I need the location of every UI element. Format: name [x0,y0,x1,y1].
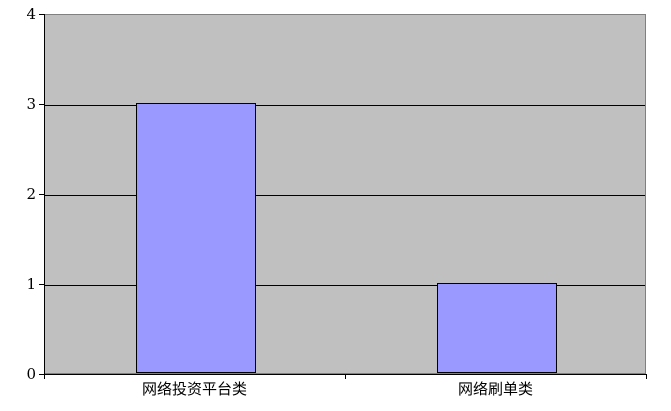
gridline [45,105,645,106]
x-axis-tick [345,374,346,379]
gridline [45,195,645,196]
x-category-label: 网络投资平台类 [141,381,247,398]
gridline [45,285,645,286]
x-axis-tick [44,374,45,379]
y-tick-label: 2 [26,185,36,203]
y-axis-tick [39,194,44,195]
bar [136,103,256,373]
y-axis-tick [39,14,44,15]
plot-area [44,14,646,374]
y-axis-tick [39,374,44,375]
x-category-label: 网络刷单类 [457,381,533,398]
y-axis-tick [39,284,44,285]
y-tick-label: 1 [26,275,36,293]
y-tick-label: 0 [26,365,36,383]
y-tick-label: 3 [26,95,36,113]
x-axis-tick [646,374,647,379]
y-axis-tick [39,104,44,105]
y-tick-label: 4 [26,5,36,23]
y-axis [44,14,45,375]
bar [437,283,557,373]
